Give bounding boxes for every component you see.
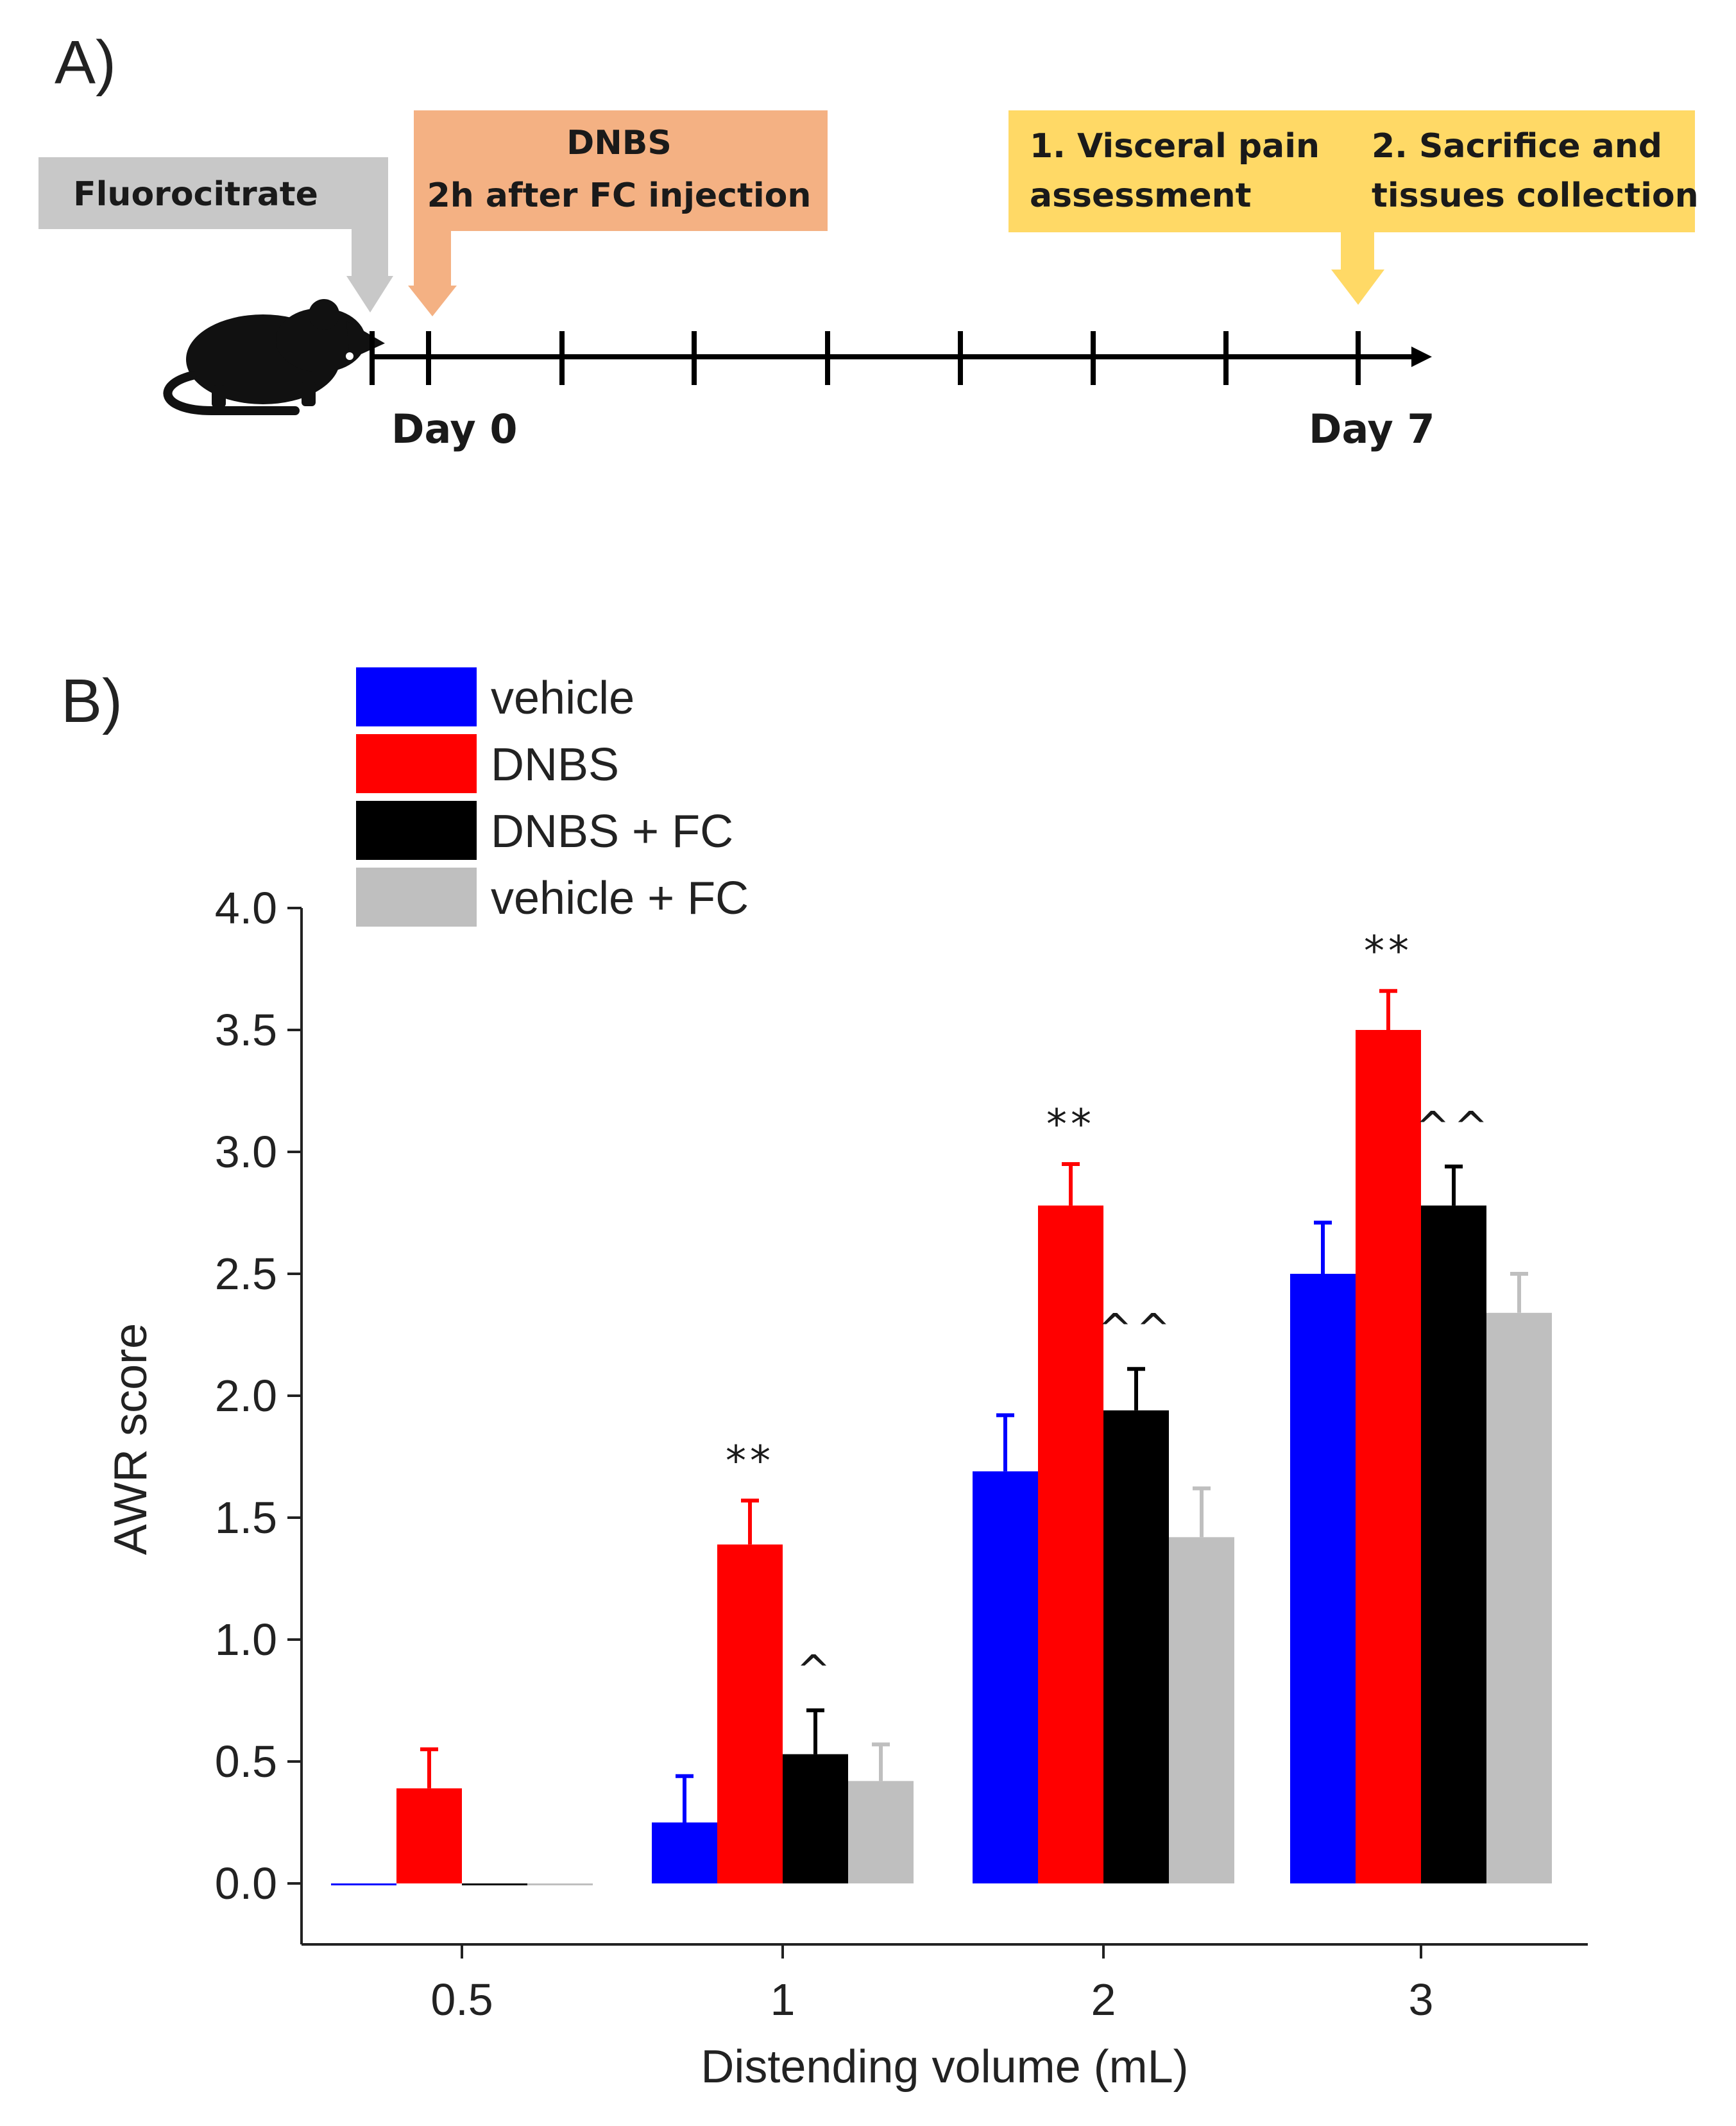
bars: ** ^ ** ^^ ** ^^ [331, 928, 1552, 1885]
x-ticks: 0.5 1 2 3 [430, 1944, 1433, 2025]
bar [1038, 1205, 1103, 1883]
bar-chart: 0.00.51.01.52.02.53.03.54.0 0.5 1 2 3 **^**… [105, 883, 1588, 2093]
bar [527, 1883, 593, 1885]
fluorocitrate-label: Fluorocitrate [73, 175, 318, 214]
endpoint-arrow: 1. Visceral pain assessment 2. Sacrifice… [1008, 110, 1699, 305]
endpoint-arrow-head [1331, 270, 1384, 305]
bar [717, 1544, 783, 1883]
y-tick-label: 2.0 [215, 1371, 277, 1421]
timeline [370, 331, 1418, 385]
significance-marker: ^^ [1415, 1104, 1492, 1151]
y-tick-label: 0.0 [215, 1858, 277, 1908]
legend-swatch [356, 734, 477, 793]
bar [1486, 1312, 1552, 1883]
significance-marker: ^ [796, 1647, 835, 1695]
dnbs-arrow: DNBS 2h after FC injection [408, 110, 828, 316]
bar [462, 1883, 527, 1885]
y-tick-label: 1.5 [215, 1493, 277, 1543]
bar [783, 1754, 848, 1883]
y-tick-label: 2.5 [215, 1249, 277, 1299]
bar [848, 1781, 914, 1883]
y-tick-label: 3.0 [215, 1127, 277, 1177]
y-tick-label: 1.0 [215, 1615, 277, 1665]
legend-swatch [356, 868, 477, 927]
fluorocitrate-arrow-shaft [352, 157, 388, 279]
dnbs-box [414, 110, 828, 231]
y-ticks: 0.0 0.5 1.0 1.5 2.0 2.5 3.0 3.5 4.0 [215, 883, 302, 1908]
step1-line2: assessment [1030, 176, 1252, 215]
bar [396, 1788, 462, 1883]
legend-label: DNBS [491, 739, 619, 791]
significance-marker: ** [726, 1437, 774, 1485]
bar [1169, 1537, 1234, 1883]
day-7-label: Day 7 [1309, 406, 1435, 452]
x-axis-title: Distending volume (mL) [701, 2041, 1188, 2093]
mouse-icon [163, 299, 385, 415]
legend: vehicle DNBS DNBS + FC vehicle + FC [356, 667, 749, 927]
significance-marker: ** [1364, 928, 1413, 975]
bar [973, 1471, 1038, 1883]
legend-label: vehicle [491, 673, 634, 724]
y-tick-label: 3.5 [215, 1005, 277, 1055]
x-tick-label: 3 [1409, 1975, 1434, 2025]
fluorocitrate-box [38, 157, 388, 229]
day-0-label: Day 0 [391, 406, 518, 452]
bar [1103, 1410, 1169, 1883]
x-tick-label: 2 [1091, 1975, 1116, 2025]
dnbs-arrow-shaft [414, 110, 451, 287]
x-tick-label: 1 [770, 1975, 796, 2025]
bar [331, 1883, 396, 1885]
y-tick-label: 4.0 [215, 883, 277, 933]
fluorocitrate-arrow-head [346, 276, 393, 313]
bar [1290, 1274, 1356, 1883]
fluorocitrate-arrow: Fluorocitrate [38, 157, 393, 313]
endpoint-box [1008, 110, 1695, 232]
legend-swatch [356, 801, 477, 860]
step2-line2: tissues collection [1372, 176, 1699, 215]
significance-marker: ** [1046, 1101, 1095, 1149]
dnbs-arrow-head [408, 286, 457, 316]
bar [652, 1822, 717, 1883]
step1-line1: 1. Visceral pain [1030, 127, 1320, 166]
panel-a-label: A) [55, 28, 116, 97]
legend-label: DNBS + FC [491, 806, 733, 857]
dnbs-label-line2: 2h after FC injection [427, 176, 812, 215]
legend-label: vehicle + FC [491, 873, 749, 924]
bar [1421, 1205, 1486, 1883]
x-tick-label: 0.5 [430, 1975, 493, 2025]
significance-marker: ^^ [1098, 1306, 1174, 1353]
dnbs-label-line1: DNBS [566, 124, 672, 162]
bar [1356, 1030, 1421, 1883]
y-tick-label: 0.5 [215, 1736, 277, 1787]
timeline-arrowhead [1411, 347, 1432, 367]
endpoint-arrow-shaft [1341, 218, 1374, 273]
y-axis-title: AWR score [105, 1323, 157, 1555]
step2-line1: 2. Sacrifice and [1372, 127, 1662, 166]
legend-swatch [356, 667, 477, 726]
panel-b-label: B) [61, 667, 123, 735]
